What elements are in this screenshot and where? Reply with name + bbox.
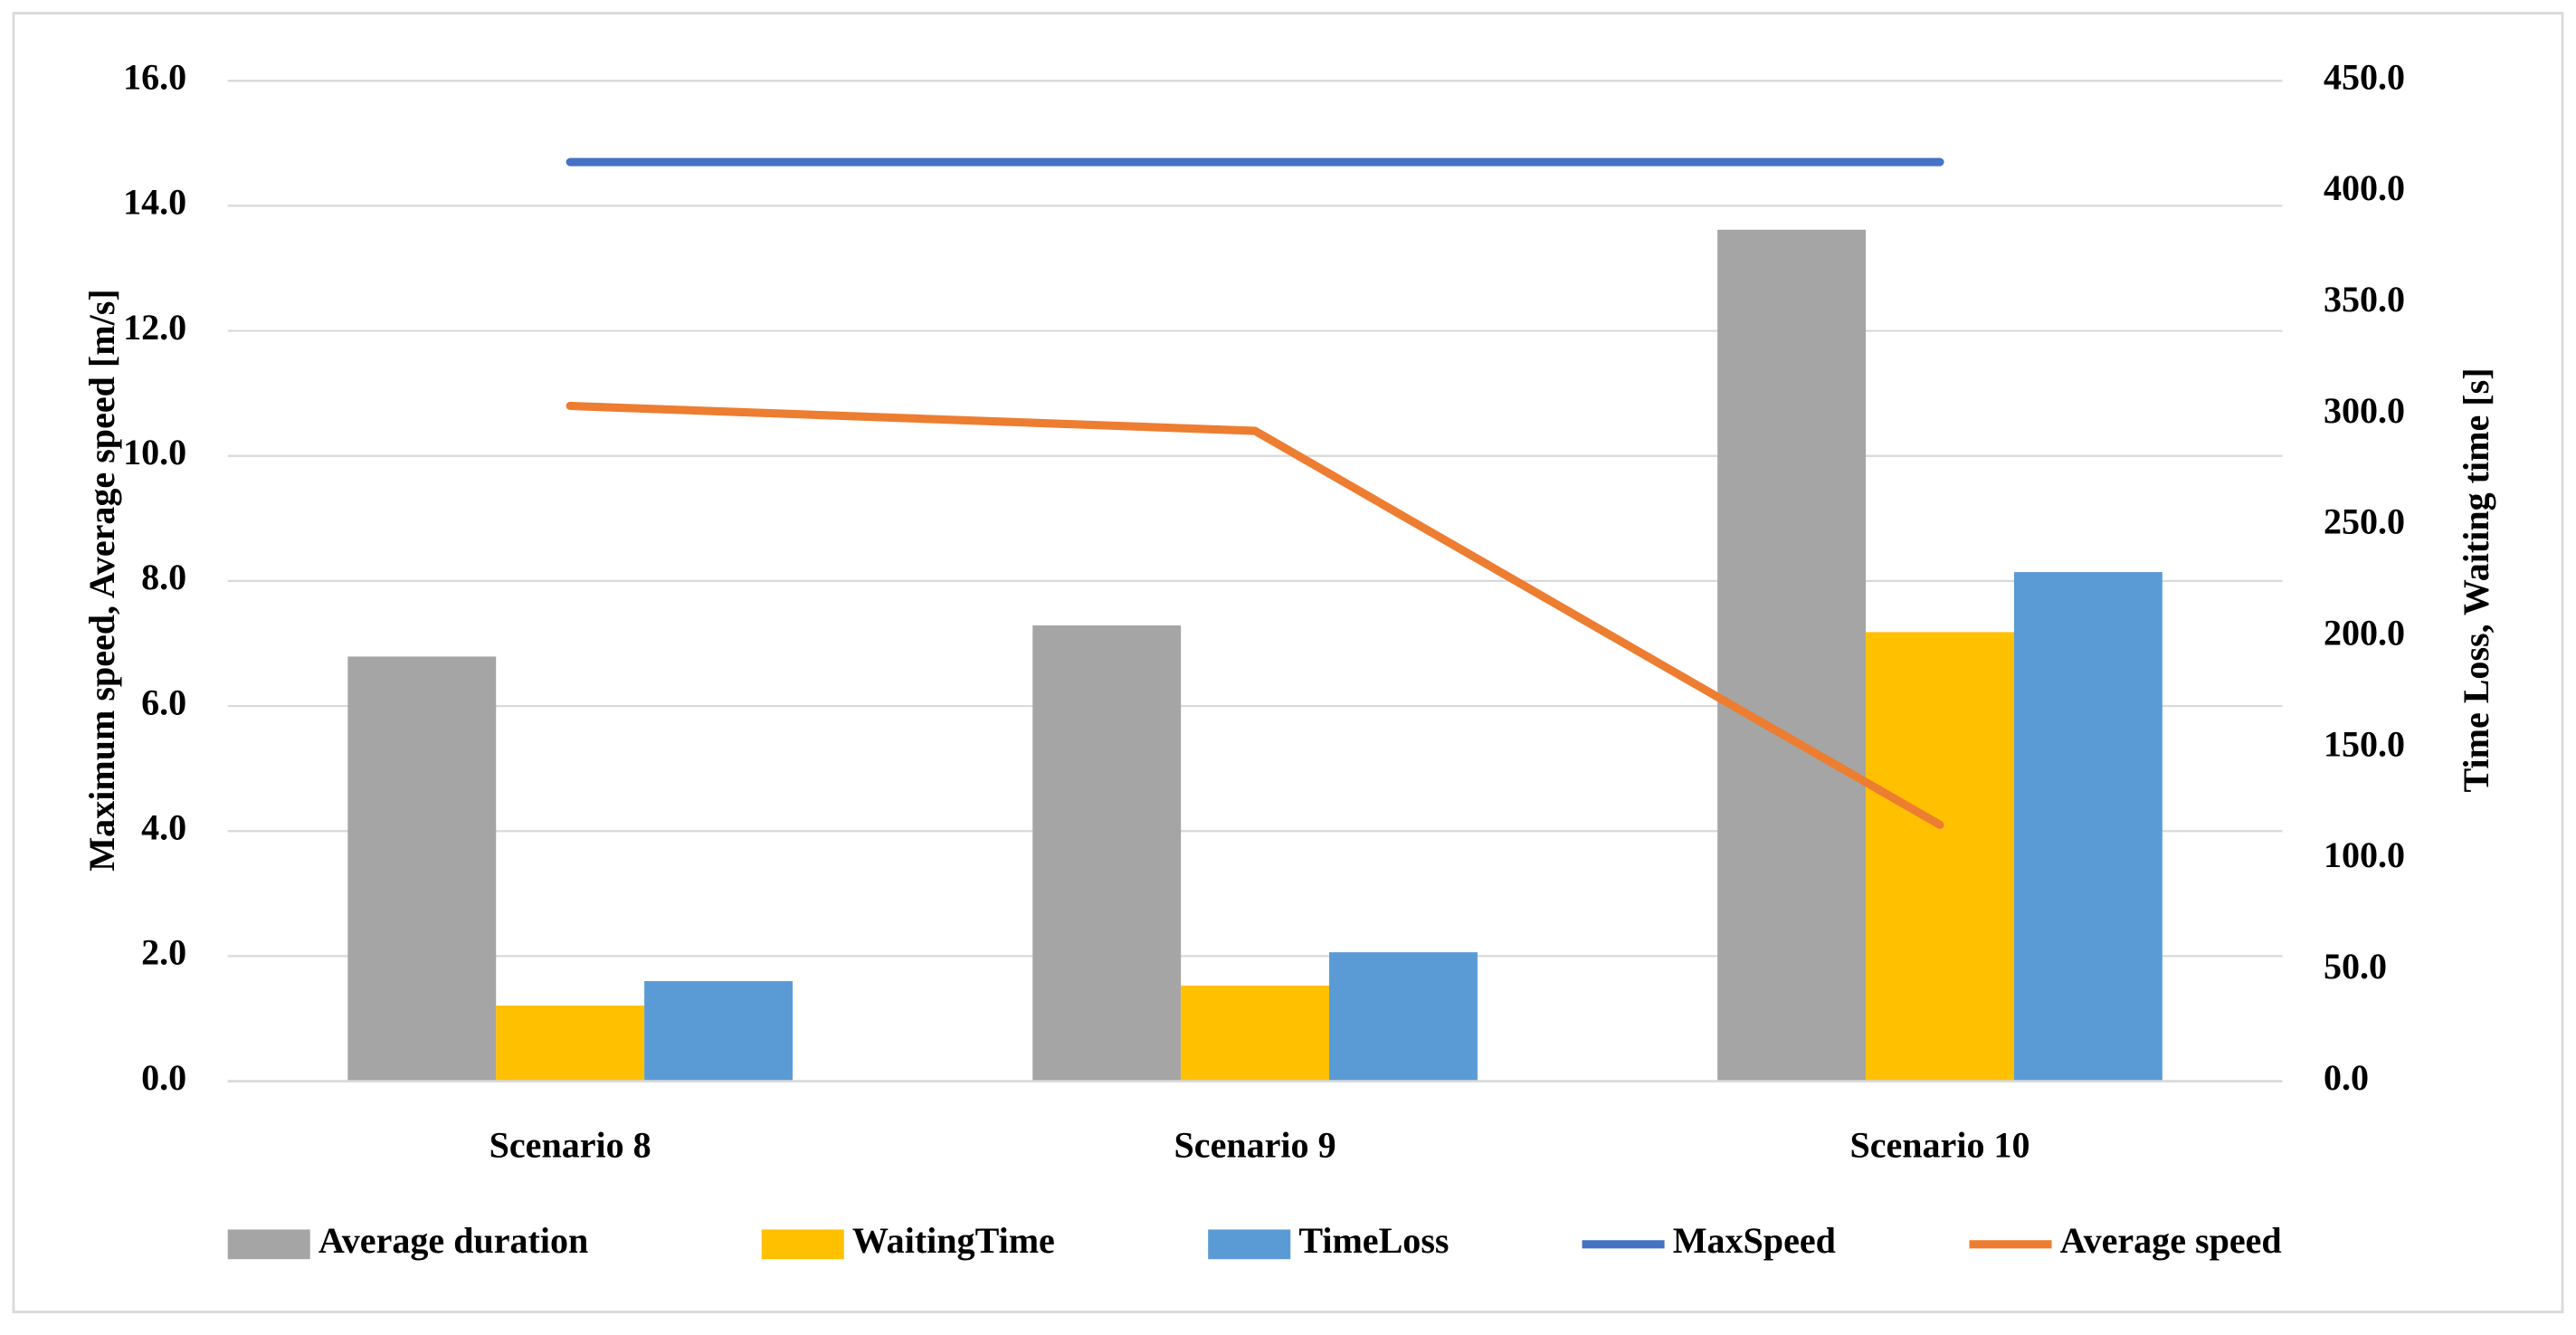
bar (1329, 952, 1478, 1082)
y-tick-label: 14.0 (123, 182, 186, 223)
y-tick-label: 0.0 (141, 1057, 186, 1098)
bar (1866, 632, 2014, 1082)
bar (496, 1006, 645, 1082)
legend-label: MaxSpeed (1673, 1220, 1836, 1261)
legend-label: WaitingTime (852, 1220, 1055, 1261)
y-tick-label: 6.0 (141, 682, 186, 722)
y2-tick-label: 0.0 (2324, 1057, 2369, 1098)
x-tick-label: Scenario 9 (1174, 1124, 1336, 1165)
y2-tick-label: 50.0 (2324, 946, 2387, 987)
y-axis-title: Maximum speed, Average speed [m/s] (81, 289, 122, 871)
y-tick-label: 4.0 (141, 806, 186, 847)
y-tick-label: 10.0 (123, 432, 186, 472)
y2-tick-label: 400.0 (2324, 167, 2405, 208)
y2-axis-title: Time Loss, Waiting time [s] (2456, 367, 2496, 792)
y-tick-label: 8.0 (141, 557, 186, 597)
legend-label: Average speed (2060, 1220, 2282, 1261)
bar (644, 981, 793, 1082)
y2-tick-label: 100.0 (2324, 834, 2405, 875)
y-tick-label: 12.0 (123, 307, 186, 348)
x-tick-label: Scenario 10 (1849, 1124, 2029, 1165)
legend-swatch (1208, 1229, 1291, 1260)
y2-tick-label: 300.0 (2324, 390, 2405, 431)
bar (1032, 625, 1182, 1082)
legend-swatch (227, 1229, 310, 1260)
y2-tick-label: 150.0 (2324, 723, 2405, 764)
legend-label: Average duration (318, 1220, 588, 1261)
bar (1717, 229, 1867, 1082)
y2-tick-label: 200.0 (2324, 612, 2405, 653)
y-tick-label: 16.0 (123, 56, 186, 97)
y2-tick-label: 350.0 (2324, 279, 2405, 319)
legend-swatch (761, 1229, 844, 1260)
bar (1181, 985, 1330, 1082)
line (566, 401, 1944, 829)
x-tick-label: Scenario 8 (490, 1124, 651, 1165)
bar (2013, 572, 2163, 1082)
y-tick-label: 2.0 (141, 932, 186, 973)
y2-tick-label: 250.0 (2324, 501, 2405, 542)
legend-label: TimeLoss (1298, 1220, 1449, 1261)
y2-tick-label: 450.0 (2324, 56, 2405, 97)
bar (347, 656, 497, 1082)
